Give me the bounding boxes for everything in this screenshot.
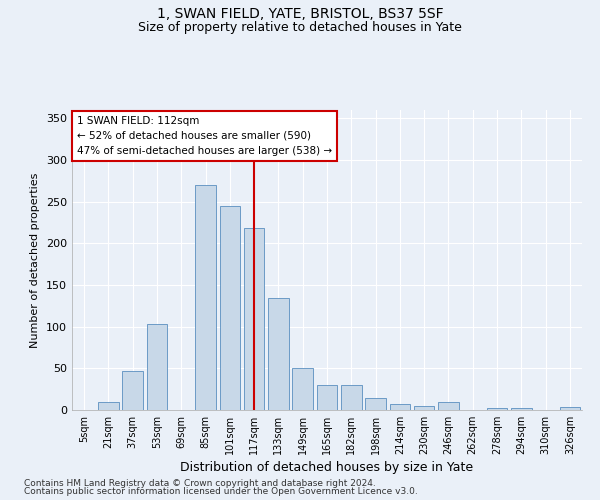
Text: Contains HM Land Registry data © Crown copyright and database right 2024.: Contains HM Land Registry data © Crown c… bbox=[24, 478, 376, 488]
Bar bbox=[268, 298, 289, 410]
Text: 1 SWAN FIELD: 112sqm
← 52% of detached houses are smaller (590)
47% of semi-deta: 1 SWAN FIELD: 112sqm ← 52% of detached h… bbox=[77, 116, 332, 156]
Y-axis label: Number of detached properties: Number of detached properties bbox=[31, 172, 40, 348]
Text: Size of property relative to detached houses in Yate: Size of property relative to detached ho… bbox=[138, 21, 462, 34]
Bar bbox=[389, 404, 410, 410]
Bar bbox=[195, 185, 216, 410]
Bar bbox=[511, 408, 532, 410]
Bar bbox=[560, 406, 580, 410]
Bar bbox=[317, 385, 337, 410]
Bar bbox=[438, 402, 459, 410]
Text: 1, SWAN FIELD, YATE, BRISTOL, BS37 5SF: 1, SWAN FIELD, YATE, BRISTOL, BS37 5SF bbox=[157, 8, 443, 22]
Text: Contains public sector information licensed under the Open Government Licence v3: Contains public sector information licen… bbox=[24, 487, 418, 496]
Bar bbox=[365, 398, 386, 410]
Bar bbox=[220, 206, 240, 410]
Bar bbox=[341, 385, 362, 410]
Bar bbox=[98, 402, 119, 410]
Bar bbox=[292, 368, 313, 410]
X-axis label: Distribution of detached houses by size in Yate: Distribution of detached houses by size … bbox=[181, 461, 473, 474]
Bar bbox=[146, 324, 167, 410]
Bar bbox=[414, 406, 434, 410]
Bar bbox=[244, 228, 265, 410]
Bar bbox=[122, 371, 143, 410]
Bar bbox=[487, 408, 508, 410]
